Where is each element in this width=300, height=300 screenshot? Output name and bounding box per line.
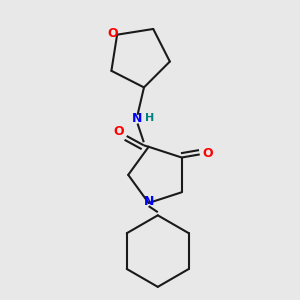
Text: N: N: [143, 195, 154, 208]
Text: O: O: [203, 147, 213, 160]
Text: O: O: [114, 125, 124, 138]
Text: N: N: [132, 112, 143, 125]
Text: H: H: [145, 113, 154, 123]
Text: O: O: [107, 27, 118, 40]
